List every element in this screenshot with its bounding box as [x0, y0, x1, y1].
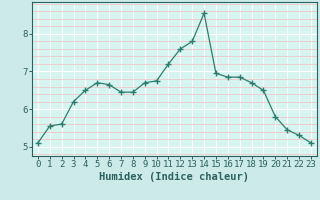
X-axis label: Humidex (Indice chaleur): Humidex (Indice chaleur): [100, 172, 249, 182]
